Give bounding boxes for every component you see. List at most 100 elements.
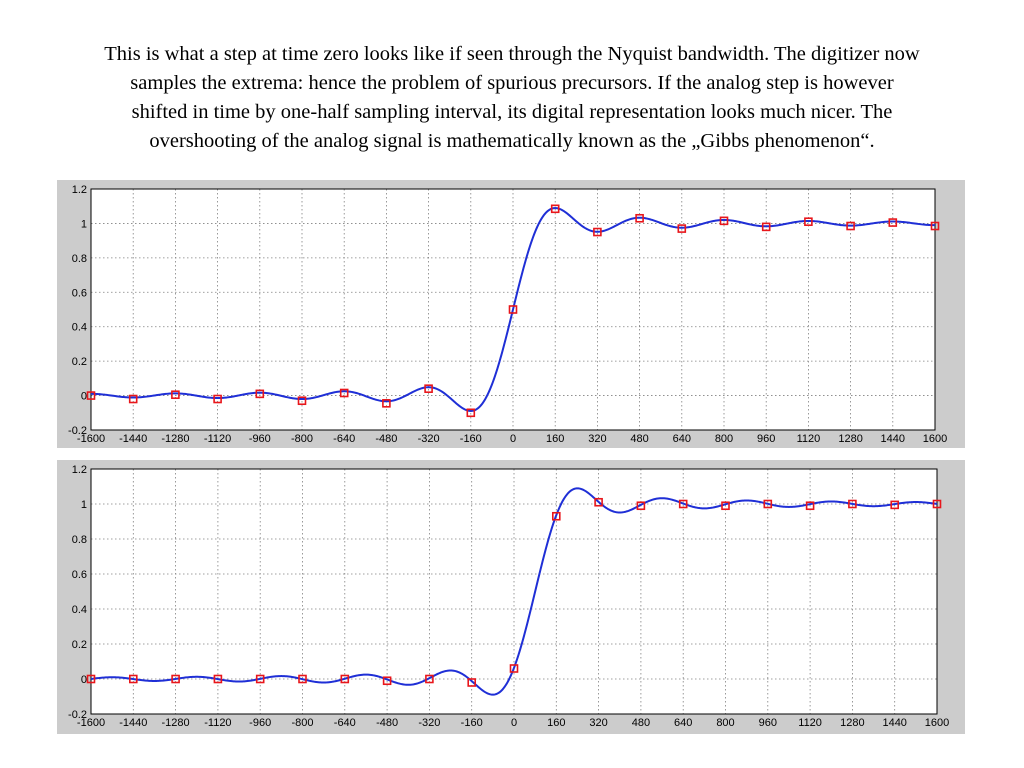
x-tick-label: -1280 <box>161 433 189 445</box>
x-tick-label: -1280 <box>162 717 190 729</box>
sample-point <box>593 227 602 237</box>
x-tick-label: -640 <box>333 433 355 445</box>
x-tick-label: -640 <box>334 717 356 729</box>
analog-signal-line <box>90 207 936 412</box>
x-tick-label: 800 <box>716 717 734 729</box>
x-tick-label: 480 <box>630 433 648 445</box>
x-tick-label: -1440 <box>119 433 147 445</box>
x-tick-label: -1120 <box>204 717 231 729</box>
x-tick-label: 1600 <box>923 433 947 445</box>
sample-point <box>636 501 646 511</box>
x-tick-label: -800 <box>291 717 313 729</box>
sample-point <box>635 213 644 223</box>
x-tick-label: 1440 <box>882 717 906 729</box>
sample-point <box>340 674 350 684</box>
caption-line-1: This is what a step at time zero looks l… <box>104 43 920 65</box>
x-tick-label: 960 <box>759 717 777 729</box>
sample-point <box>86 391 96 400</box>
y-tick-label: -0.2 <box>68 709 87 721</box>
x-tick-label: 480 <box>632 717 650 729</box>
x-tick-label: 320 <box>589 717 607 729</box>
x-tick-label: -320 <box>418 433 440 445</box>
sample-point <box>888 218 898 227</box>
x-tick-label: 1600 <box>925 717 949 729</box>
y-tick-label: 0.8 <box>72 534 87 546</box>
caption-line-4: overshooting of the analog signal is mat… <box>149 130 875 152</box>
y-tick-label: 1 <box>81 499 87 511</box>
sample-point <box>298 674 307 684</box>
x-tick-label: 1440 <box>881 433 905 445</box>
sample-point <box>382 676 392 686</box>
sample-point <box>848 499 857 509</box>
caption-line-3: shifted in time by one-half sampling int… <box>131 101 893 123</box>
x-tick-label: -1600 <box>77 717 105 729</box>
x-tick-label: -960 <box>249 717 271 729</box>
x-tick-label: -160 <box>460 433 482 445</box>
y-tick-label: 0.6 <box>72 287 87 299</box>
analog-signal-line <box>90 487 938 696</box>
x-tick-label: 0 <box>510 433 516 445</box>
sample-point <box>550 204 560 214</box>
x-tick-label: 800 <box>715 433 733 445</box>
sample-point <box>890 500 900 510</box>
sample-point <box>213 674 223 684</box>
y-tick-label: -0.2 <box>68 425 87 437</box>
x-tick-label: 160 <box>546 433 564 445</box>
sample-point <box>213 394 222 404</box>
sample-point <box>846 221 855 231</box>
sample-point <box>508 305 518 314</box>
sample-point <box>171 674 180 684</box>
y-tick-label: 0.4 <box>72 604 87 616</box>
sample-point <box>551 511 561 521</box>
sample-point <box>805 501 815 511</box>
y-tick-label: 0.6 <box>72 569 87 581</box>
x-tick-label: 0 <box>511 717 517 729</box>
caption-line-2: samples the extrema: hence the problem o… <box>130 72 894 94</box>
slide-caption: This is what a step at time zero looks l… <box>20 40 1004 156</box>
sample-point <box>932 499 942 509</box>
y-tick-label: 0.4 <box>72 322 87 334</box>
sample-point <box>297 396 307 406</box>
chart-panel-shifted-sampling: -1600 -1440 -1280 -1120 -960 -800 -640 -480 -320… <box>57 460 965 734</box>
sample-point <box>509 664 519 673</box>
chart-shifted-sampling: -1600 -1440 -1280 -1120 -960 -800 -640 -480 -320… <box>68 464 949 729</box>
x-tick-label: 640 <box>673 433 691 445</box>
sample-point <box>721 501 730 511</box>
x-tick-label: -1600 <box>77 433 105 445</box>
sample-point <box>677 224 687 233</box>
x-tick-label: 160 <box>547 717 565 729</box>
x-tick-label: 1120 <box>797 433 821 445</box>
chart-extrema-sampling: -1600 -1440 -1280 -1120 -960 -800 -640 -480 -320… <box>68 184 947 445</box>
x-tick-label: -320 <box>418 717 440 729</box>
sample-point <box>763 499 773 509</box>
sample-point <box>339 388 349 398</box>
chart-panel-extrema-sampling: -1600 -1440 -1280 -1120 -960 -800 -640 -480 -320… <box>57 180 965 448</box>
y-tick-label: 0.2 <box>72 356 87 368</box>
sample-point <box>382 399 391 408</box>
x-tick-label: 640 <box>674 717 692 729</box>
x-tick-label: -160 <box>461 717 483 729</box>
y-tick-label: 0 <box>81 391 87 403</box>
sample-point <box>804 217 813 227</box>
x-tick-label: -480 <box>376 717 398 729</box>
sample-point <box>255 674 265 684</box>
x-tick-label: 1280 <box>838 433 862 445</box>
sample-point <box>678 499 688 509</box>
plot-frame <box>90 188 936 431</box>
sample-point <box>128 394 138 404</box>
x-tick-label: 320 <box>588 433 606 445</box>
sample-point <box>466 408 476 418</box>
y-tick-label: 1.2 <box>72 464 87 476</box>
sample-point <box>719 216 729 226</box>
x-tick-label: -480 <box>375 433 397 445</box>
x-tick-label: 1280 <box>840 717 864 729</box>
sample-point <box>424 384 433 393</box>
y-tick-label: 0 <box>81 674 87 686</box>
x-tick-label: 960 <box>757 433 775 445</box>
x-tick-label: -1440 <box>119 717 147 729</box>
x-tick-label: -960 <box>249 433 271 445</box>
sample-point <box>930 221 940 231</box>
y-tick-label: 0.2 <box>72 639 87 651</box>
y-tick-label: 1.2 <box>72 184 87 196</box>
sample-point <box>129 674 138 684</box>
